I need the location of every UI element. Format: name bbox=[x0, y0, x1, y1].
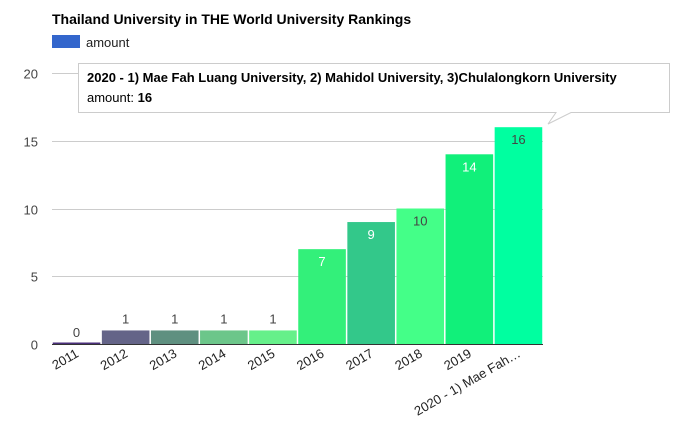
y-tick-label: 15 bbox=[24, 135, 38, 150]
data-label: 16 bbox=[511, 132, 525, 147]
x-tick-label: 2012 bbox=[98, 346, 131, 373]
bar-2014[interactable] bbox=[200, 330, 248, 344]
x-tick-label: 2014 bbox=[196, 346, 229, 373]
bar-2016[interactable] bbox=[298, 249, 346, 344]
x-axis: 2011 2012 2013 2014 2015 2016 2017 2018 20192020… bbox=[49, 346, 523, 419]
data-label: 1 bbox=[269, 311, 276, 326]
y-tick-label: 10 bbox=[24, 203, 38, 218]
data-labels: 0 1 1 1 1 7 9 10 14 16 bbox=[73, 132, 526, 340]
tooltip-value: 16 bbox=[137, 90, 153, 105]
legend-swatch-amount bbox=[52, 35, 80, 48]
chart-title: Thailand University in THE World Univers… bbox=[52, 11, 411, 27]
x-tick-label: 2017 bbox=[343, 346, 376, 373]
data-label: 0 bbox=[73, 325, 80, 340]
bar-2017[interactable] bbox=[347, 222, 395, 344]
tooltip-value-line: amount: 16 bbox=[87, 90, 152, 105]
bars[interactable] bbox=[52, 127, 543, 345]
data-label: 10 bbox=[413, 214, 427, 229]
bar-2020[interactable] bbox=[494, 127, 543, 344]
x-tick-label: 2019 bbox=[441, 346, 474, 373]
legend-label-amount: amount bbox=[86, 35, 130, 50]
data-label: 1 bbox=[171, 311, 178, 326]
tooltip-label: amount: bbox=[87, 90, 138, 105]
tooltip-title: 2020 - 1) Mae Fah Luang University, 2) M… bbox=[87, 70, 617, 85]
x-tick-label: 2011 bbox=[49, 346, 81, 373]
data-label: 1 bbox=[220, 311, 227, 326]
x-tick-label: 2016 bbox=[294, 346, 327, 373]
bar-2011[interactable] bbox=[52, 342, 101, 345]
bar-2019[interactable] bbox=[445, 154, 494, 344]
x-tick-label: 2018 bbox=[392, 346, 425, 373]
data-label: 1 bbox=[122, 311, 129, 326]
bar-2018[interactable] bbox=[396, 208, 445, 345]
bar-2015[interactable] bbox=[249, 330, 297, 344]
data-label: 7 bbox=[318, 254, 325, 269]
y-axis: 0 5 10 15 20 bbox=[24, 67, 38, 353]
legend[interactable]: amount bbox=[52, 35, 130, 50]
y-tick-label: 0 bbox=[31, 338, 38, 353]
y-tick-label: 5 bbox=[31, 270, 38, 285]
bar-2013[interactable] bbox=[150, 330, 199, 344]
x-tick-label: 2015 bbox=[245, 346, 278, 373]
y-tick-label: 20 bbox=[24, 67, 38, 82]
x-tick-label: 2013 bbox=[147, 346, 180, 373]
data-label: 9 bbox=[368, 227, 375, 242]
data-label: 14 bbox=[462, 159, 476, 174]
bar-2012[interactable] bbox=[101, 330, 150, 344]
tooltip: 2020 - 1) Mae Fah Luang University, 2) M… bbox=[78, 63, 670, 125]
